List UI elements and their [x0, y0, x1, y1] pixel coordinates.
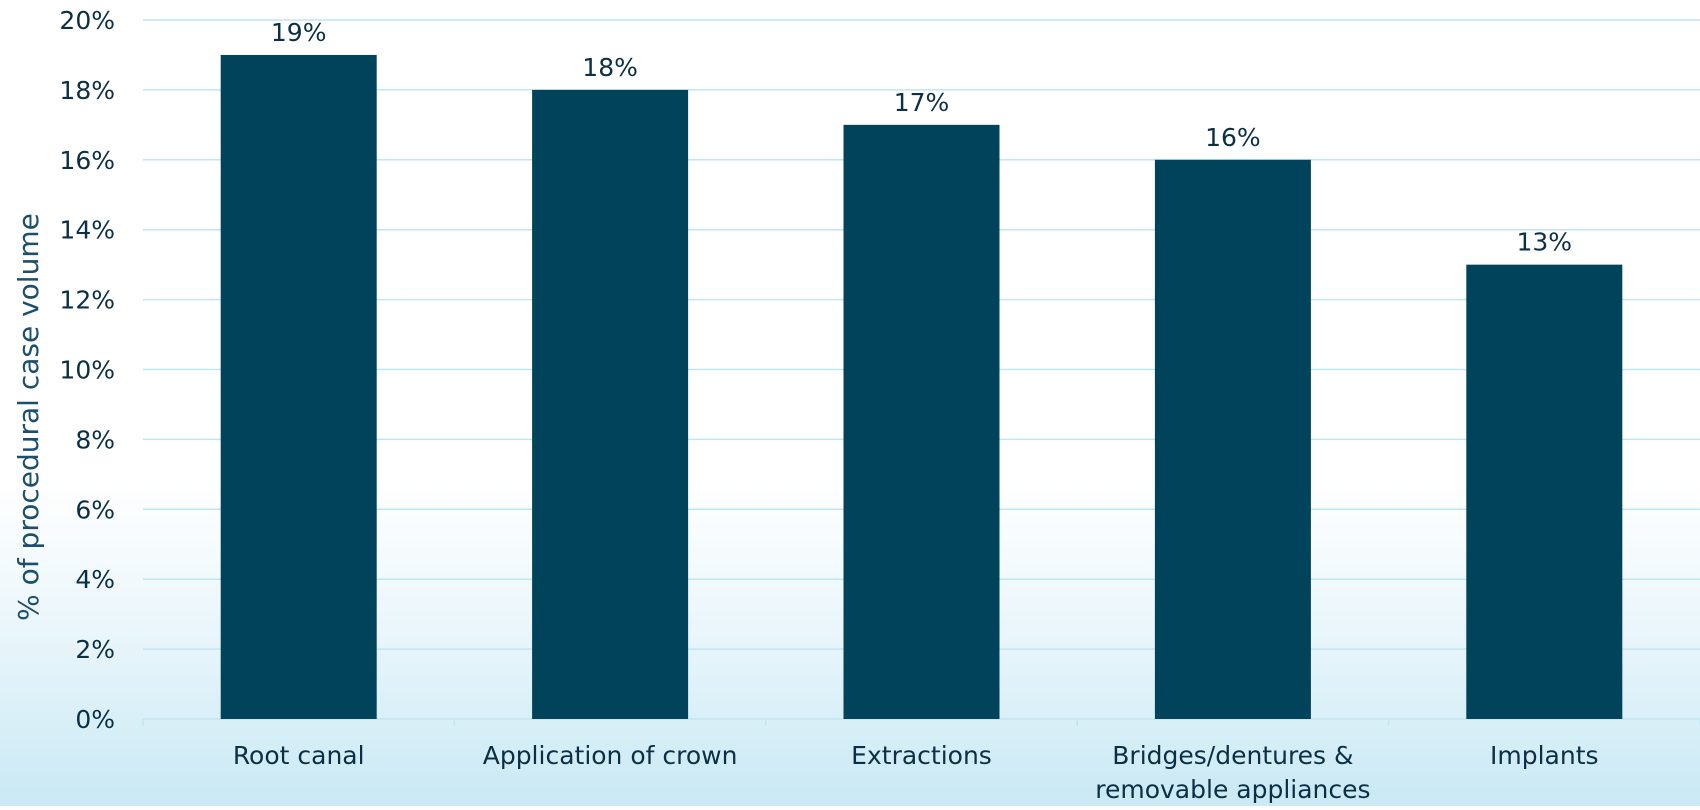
x-tick-label-line: Bridges/dentures &	[1112, 741, 1353, 770]
y-tick-label: 4%	[75, 565, 115, 594]
y-tick-label: 6%	[75, 495, 115, 524]
y-tick-label: 8%	[75, 425, 115, 454]
x-tick-label-line: Extractions	[851, 741, 992, 770]
bar	[843, 124, 1000, 720]
x-tick-label: Root canal	[233, 741, 365, 770]
data-label: 18%	[582, 53, 638, 82]
y-tick-label: 12%	[59, 286, 115, 315]
y-tick-label: 18%	[59, 76, 115, 105]
bar	[1466, 264, 1623, 719]
y-axis-ticks: 0% 2% 4% 6% 8% 10% 12% 14% 16% 18% 20%	[59, 6, 115, 734]
x-tick-label-line: Application of crown	[483, 741, 738, 770]
x-tick-label: Extractions	[851, 741, 992, 770]
x-tick-label-line: Root canal	[233, 741, 365, 770]
x-tick-label: Bridges/dentures & removable appliances	[1095, 741, 1370, 804]
y-tick-label: 16%	[59, 146, 115, 175]
x-tick-label: Application of crown	[483, 741, 738, 770]
x-tick-label: Implants	[1490, 741, 1599, 770]
bar	[220, 54, 377, 719]
x-tick-label-line: removable appliances	[1095, 775, 1370, 804]
y-axis-label: % of procedural case volume	[12, 213, 45, 621]
value-labels: 19% 18% 17% 16% 13%	[271, 18, 1572, 257]
data-label: 19%	[271, 18, 327, 47]
x-tick-label-line: Implants	[1490, 741, 1599, 770]
x-axis-ticks: Root canal Application of crown Extraction…	[233, 741, 1599, 804]
data-label: 17%	[894, 88, 950, 117]
bar	[1154, 159, 1311, 720]
y-tick-label: 10%	[59, 356, 115, 385]
y-tick-label: 14%	[59, 216, 115, 245]
data-label: 13%	[1517, 228, 1573, 257]
y-tick-label: 0%	[75, 705, 115, 734]
data-label: 16%	[1205, 123, 1261, 152]
y-tick-label: 20%	[59, 6, 115, 35]
bars	[220, 54, 1623, 720]
y-tick-label: 2%	[75, 635, 115, 664]
bar	[532, 89, 689, 719]
